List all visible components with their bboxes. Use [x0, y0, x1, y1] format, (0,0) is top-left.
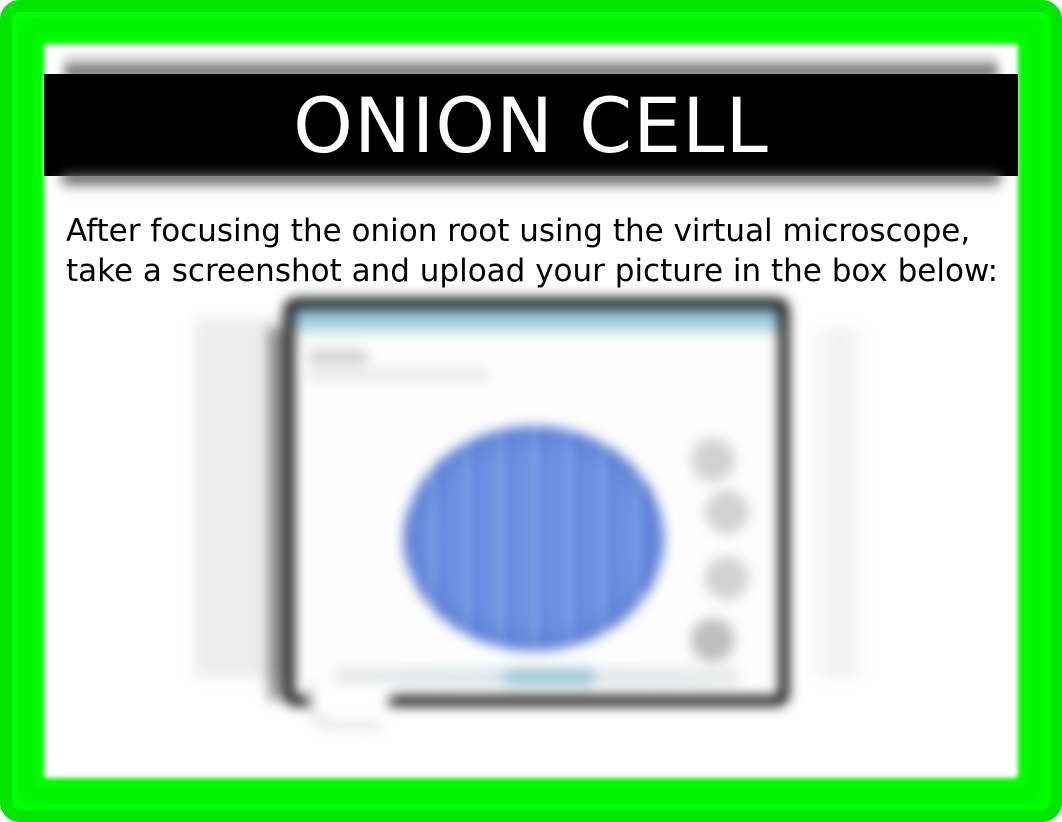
callout-tail-shape [294, 672, 414, 732]
control-knob-icon [691, 618, 735, 662]
slide-content: ONION CELL After focusing the onion root… [44, 44, 1018, 778]
uploaded-screenshot-preview [194, 298, 864, 728]
control-knob-icon [705, 490, 749, 534]
screenshot-right-fade [804, 328, 864, 678]
title-bar-bottom-gradient [62, 172, 1000, 190]
instruction-text: After focusing the onion root using the … [66, 212, 1006, 291]
tablet-device-frame [284, 298, 789, 706]
slide-title: ONION CELL [293, 81, 769, 170]
header-text-blur-1 [308, 350, 368, 364]
header-text-blur-2 [308, 370, 488, 380]
title-bar-top-gradient [64, 52, 998, 76]
control-knob-icon [705, 556, 749, 600]
microscope-view-circle [404, 426, 664, 651]
title-bar: ONION CELL [44, 74, 1018, 176]
control-knob-icon [691, 438, 735, 482]
bottom-toolbar-accent [504, 668, 594, 686]
app-header-bar [294, 308, 779, 338]
slide-frame: ONION CELL After focusing the onion root… [0, 0, 1062, 822]
